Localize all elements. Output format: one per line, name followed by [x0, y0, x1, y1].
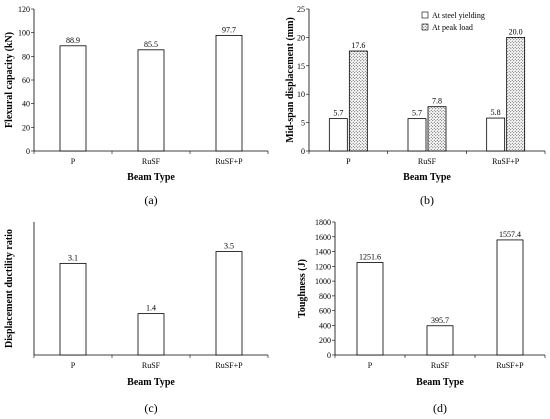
bar	[137, 313, 165, 356]
bar	[215, 251, 243, 356]
y-tick-label: 200	[319, 336, 331, 345]
y-tick-label: 600	[319, 307, 331, 316]
bar	[506, 37, 526, 152]
y-tick-label: 15	[297, 62, 305, 71]
x-tick-label: RuSF+P	[496, 361, 524, 370]
panel-label: (c)	[144, 401, 157, 415]
bar	[426, 325, 454, 356]
y-tick-label: 0	[327, 351, 331, 360]
bar	[59, 45, 87, 152]
chart-panel-3: P 3.1 RuSF 1.4 RuSF+P 3.5 Beam Type Displacemen…	[4, 222, 269, 415]
data-label: 97.7	[222, 25, 236, 34]
y-axis-title: Flexural capacity (kN)	[4, 32, 15, 128]
chart-panel-2: 0 5 10 15 20 25 P 5.7 17.6 RuSF 5.7 7.8 RuSF+P 5.8 20.…	[285, 5, 546, 207]
data-label: 3.1	[68, 253, 78, 262]
data-label: 3.5	[224, 242, 234, 251]
chart-panel-4: 0 200 400 600 800 1000 1200 1400 1600 1800 P 1251.6…	[297, 218, 546, 415]
x-tick-label: RuSF	[142, 361, 161, 370]
panel-label: (b)	[420, 193, 434, 207]
x-tick-label: RuSF	[418, 157, 437, 166]
panel-label: (a)	[144, 193, 157, 207]
data-label: 5.7	[333, 109, 343, 118]
bar	[356, 262, 384, 356]
x-tick-label: P	[368, 361, 373, 370]
x-tick-label: RuSF	[142, 157, 161, 166]
y-tick-label: 40	[22, 100, 30, 109]
y-axis-title: Mid-span displacement (mm)	[285, 17, 296, 143]
data-label: 7.8	[432, 97, 442, 106]
data-label: 5.8	[491, 108, 501, 117]
y-tick-label: 1200	[315, 262, 331, 271]
x-tick-label: P	[71, 157, 76, 166]
bar	[59, 262, 87, 356]
y-tick-label: 120	[18, 5, 30, 14]
bar	[496, 239, 524, 356]
y-tick-label: 1800	[315, 218, 331, 227]
y-tick-label: 800	[319, 292, 331, 301]
x-tick-label: RuSF+P	[215, 361, 243, 370]
y-tick-label: 60	[22, 76, 30, 85]
legend-swatch	[421, 23, 429, 31]
y-tick-label: 10	[297, 90, 305, 99]
legend-swatch	[421, 11, 429, 19]
y-tick-label: 1600	[315, 233, 331, 242]
y-tick-label: 400	[319, 321, 331, 330]
y-axis-title: Displacement ductility ratio	[4, 229, 15, 348]
y-tick-label: 0	[301, 147, 305, 156]
data-label: 85.5	[144, 40, 158, 49]
y-tick-label: 100	[18, 29, 30, 38]
panel-label: (d)	[433, 401, 447, 415]
x-tick-label: RuSF+P	[492, 157, 520, 166]
data-label: 1251.6	[359, 253, 381, 262]
chart-panel-1: 0 20 40 60 80 100 120 P 88.9 RuSF 85.5 RuSF+P 97.7 Be…	[4, 5, 269, 207]
data-label: 1557.4	[499, 230, 521, 239]
data-label: 88.9	[66, 36, 80, 45]
y-tick-label: 5	[301, 119, 305, 128]
bar	[407, 118, 427, 152]
x-tick-label: P	[346, 157, 351, 166]
y-tick-label: 20	[22, 123, 30, 132]
y-tick-label: 0	[26, 147, 30, 156]
legend: At steel yielding At peak load	[421, 11, 485, 32]
data-label: 20.0	[509, 27, 523, 36]
bar	[328, 118, 348, 152]
x-tick-label: P	[71, 361, 76, 370]
x-tick-label: RuSF	[431, 361, 450, 370]
data-label: 1.4	[146, 304, 156, 313]
legend-label: At steel yielding	[432, 11, 485, 20]
bar	[427, 106, 447, 152]
x-axis-title: Beam Type	[127, 377, 175, 388]
x-axis-title: Beam Type	[127, 172, 175, 183]
y-tick-label: 1400	[315, 248, 331, 257]
data-label: 395.7	[431, 316, 449, 325]
x-axis-title: Beam Type	[403, 172, 451, 183]
y-tick-label: 20	[297, 33, 305, 42]
bar	[215, 34, 243, 152]
x-axis-title: Beam Type	[416, 377, 464, 388]
legend-label: At peak load	[432, 23, 473, 32]
y-tick-label: 1000	[315, 277, 331, 286]
data-label: 5.7	[412, 109, 422, 118]
data-label: 17.6	[351, 41, 365, 50]
y-axis-title: Toughness (J)	[297, 259, 308, 318]
bar	[348, 50, 368, 152]
x-tick-label: RuSF+P	[215, 157, 243, 166]
y-tick-label: 25	[297, 5, 305, 14]
bar	[137, 49, 165, 152]
bar	[486, 117, 506, 152]
y-tick-label: 80	[22, 52, 30, 61]
